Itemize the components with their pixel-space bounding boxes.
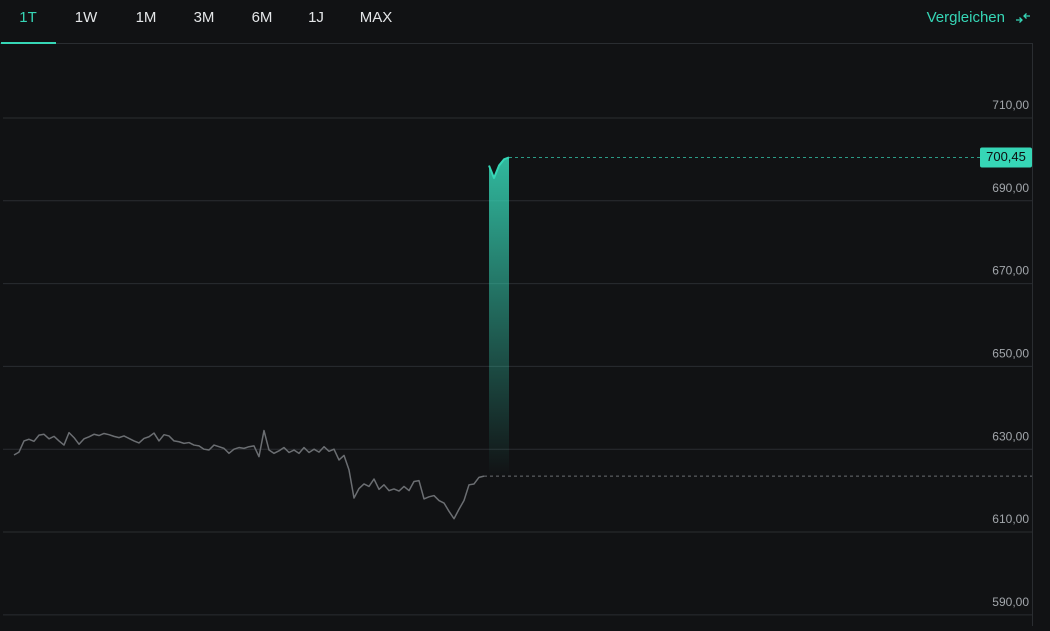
- compare-button[interactable]: Vergleichen: [927, 9, 1005, 26]
- y-tick-label: 650,00: [992, 347, 1029, 361]
- last-price-label: 700,45: [986, 149, 1026, 164]
- y-tick-label: 590,00: [992, 595, 1029, 609]
- y-tick-label: 710,00: [992, 98, 1029, 112]
- tab[interactable]: MAX: [360, 9, 393, 26]
- compare-icon[interactable]: [1016, 13, 1030, 23]
- y-tick-label: 690,00: [992, 181, 1029, 195]
- last-price-badge: [980, 147, 1032, 168]
- y-tick-label: 630,00: [992, 429, 1029, 443]
- tab[interactable]: 6M: [252, 9, 273, 26]
- price-line: [13, 429, 485, 520]
- y-tick-label: 670,00: [992, 264, 1029, 278]
- active-tab-indicator: [1, 42, 56, 44]
- price-line: [488, 156, 510, 179]
- tab[interactable]: 3M: [194, 9, 215, 26]
- tab[interactable]: 1W: [75, 9, 98, 26]
- tab[interactable]: 1J: [308, 9, 324, 26]
- tab[interactable]: 1M: [136, 9, 157, 26]
- y-tick-label: 610,00: [992, 512, 1029, 526]
- tab[interactable]: 1T: [19, 9, 37, 26]
- price-area: [489, 157, 509, 477]
